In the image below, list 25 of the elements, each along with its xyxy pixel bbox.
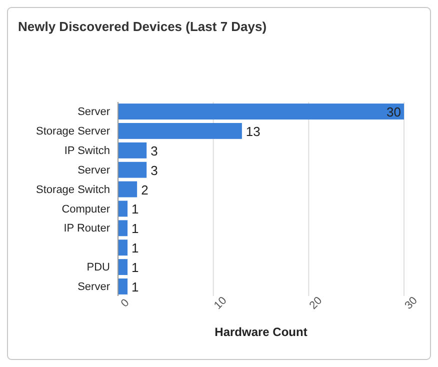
data-label: 1 bbox=[132, 260, 139, 276]
data-label: 13 bbox=[246, 124, 260, 139]
data-label: 1 bbox=[132, 240, 139, 256]
y-tick-label: Server bbox=[78, 280, 110, 293]
data-label: 3 bbox=[150, 143, 158, 158]
y-tick-label: Storage Server bbox=[36, 125, 110, 138]
y-tick-label: IP Router bbox=[64, 222, 110, 235]
y-tick-label: Server bbox=[78, 106, 110, 118]
data-label: 1 bbox=[132, 202, 139, 217]
data-label: 1 bbox=[132, 221, 139, 236]
x-tick-label: 30 bbox=[402, 294, 420, 312]
x-tick-label: 10 bbox=[212, 294, 230, 312]
y-tick-label: Server bbox=[78, 164, 110, 176]
x-axis-title: Hardware Count bbox=[214, 325, 308, 339]
y-tick-label: Computer bbox=[62, 203, 110, 216]
x-tick-label: 0 bbox=[118, 296, 132, 310]
chart-title: Newly Discovered Devices (Last 7 Days) bbox=[18, 19, 267, 34]
data-label: 1 bbox=[132, 279, 139, 294]
y-tick-label: PDU bbox=[86, 262, 110, 274]
data-label: 2 bbox=[141, 182, 148, 198]
y-tick-label: Storage Switch bbox=[36, 184, 110, 196]
x-tick-label: 20 bbox=[307, 294, 325, 312]
data-label: 3 bbox=[150, 162, 158, 178]
y-tick-label: IP Switch bbox=[64, 144, 110, 157]
data-label: 30 bbox=[386, 104, 401, 120]
